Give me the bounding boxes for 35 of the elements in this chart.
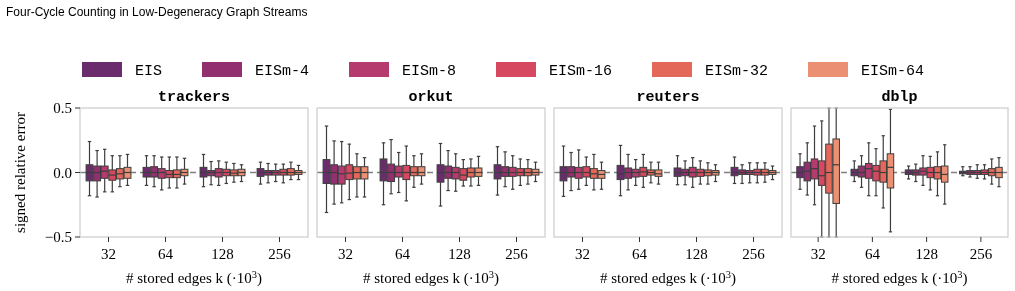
chart-title: dblp: [881, 89, 918, 106]
x-axis-title: # stored edges k (·10$^{3}$): [831, 268, 968, 287]
x-tick-label: 256: [969, 246, 993, 262]
x-tick-label: 32: [810, 246, 826, 262]
x-tick-label: 64: [158, 246, 174, 262]
x-tick-label: 64: [864, 246, 881, 262]
y-tick-label: 0.5: [53, 100, 72, 116]
x-tick-label: 128: [915, 246, 938, 262]
x-tick-label: 128: [448, 246, 471, 262]
legend-label: EISm-16: [549, 63, 613, 80]
x-tick-label: 32: [575, 246, 590, 262]
x-tick-label: 32: [338, 246, 353, 262]
legend-label: EISm-32: [705, 63, 769, 80]
chart-title: orkut: [408, 89, 454, 106]
x-axis-title: # stored edges k (·10$^{3}$): [125, 268, 263, 287]
x-axis-title: # stored edges k (·10$^{3}$): [362, 268, 500, 287]
legend-label: EISm-64: [861, 63, 925, 80]
text: Four-Cycle Counting in Low-Degeneracy Graph Streams: [6, 5, 308, 19]
x-tick-label: 32: [101, 246, 116, 262]
chart-title: trackers: [157, 89, 231, 106]
x-tick-label: 256: [742, 246, 766, 262]
x-tick-label: 64: [395, 246, 411, 262]
legend-label: EISm-4: [255, 63, 310, 80]
x-tick-label: 64: [632, 246, 648, 262]
x-tick-label: 128: [211, 246, 234, 262]
chart-title: reuters: [636, 89, 700, 106]
legend-label: EISm-8: [402, 63, 457, 80]
x-tick-label: 256: [268, 246, 292, 262]
y-tick-label: −0.5: [44, 229, 72, 245]
x-axis-title: # stored edges k (·10$^{3}$): [599, 268, 737, 287]
x-tick-label: 128: [685, 246, 708, 262]
legend-label: EIS: [135, 63, 163, 80]
y-tick-label: 0.0: [53, 164, 72, 181]
y-axis-title: signed relative error: [12, 112, 28, 233]
x-tick-label: 256: [505, 246, 529, 262]
